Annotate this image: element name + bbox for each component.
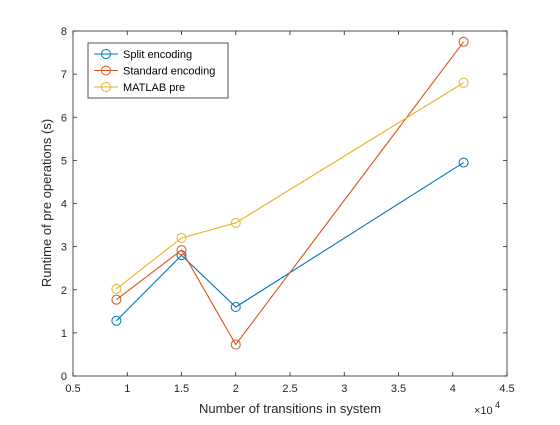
x-axis-label: Number of transitions in system: [199, 401, 381, 416]
x-tick-label: 0.5: [65, 383, 80, 395]
x-tick-label: 2: [233, 383, 239, 395]
y-axis: 0 1 2 3 4 5 6 7 8: [61, 26, 507, 383]
y-tick-label: 2: [61, 285, 67, 297]
series-line: [116, 162, 464, 322]
y-tick-label: 4: [61, 199, 67, 211]
x-axis-exponent: ×10 4: [474, 400, 500, 417]
series-layer: [111, 36, 469, 350]
data-point: [230, 217, 241, 228]
legend-label: Split encoding: [123, 49, 192, 61]
x-tick-label: 1: [124, 383, 130, 395]
legend-label: MATLAB pre: [123, 82, 185, 94]
x-exponent-base: ×10: [474, 405, 493, 417]
data-point: [458, 77, 469, 88]
x-tick-label: 4: [450, 383, 456, 395]
data-point: [458, 36, 469, 47]
x-tick-label: 1.5: [174, 383, 189, 395]
legend-marker: [101, 49, 111, 59]
data-point: [111, 283, 122, 294]
data-point: [230, 339, 241, 350]
series-line: [116, 41, 465, 346]
y-tick-label: 8: [61, 26, 67, 38]
y-tick-label: 3: [61, 242, 67, 254]
series-line: [116, 82, 464, 290]
legend-label: Standard encoding: [123, 66, 215, 78]
series-2: [111, 77, 469, 294]
data-point: [111, 294, 122, 305]
x-axis: 0.5 1 1.5 2 2.5 3 3.5 4 4.5: [65, 31, 515, 395]
x-tick-label: 3.5: [391, 383, 406, 395]
legend-item: Standard encoding: [94, 65, 215, 78]
x-tick-label: 2.5: [282, 383, 297, 395]
y-tick-label: 0: [61, 371, 67, 383]
y-tick-label: 1: [61, 328, 67, 340]
legend-marker: [101, 65, 111, 76]
series-1: [111, 36, 469, 350]
legend-marker: [101, 82, 111, 92]
x-tick-label: 3: [341, 383, 347, 395]
x-tick-label: 4.5: [499, 383, 514, 395]
data-point: [111, 315, 122, 326]
legend-item: MATLAB pre: [94, 82, 185, 94]
y-tick-label: 5: [61, 155, 67, 167]
data-point: [458, 157, 469, 168]
data-point: [230, 302, 241, 312]
x-exponent-power: 4: [495, 400, 500, 410]
y-tick-label: 7: [61, 69, 67, 81]
legend: Split encoding Standard encoding MATLAB pr…: [87, 42, 229, 99]
data-point: [176, 233, 187, 243]
legend-item: Split encoding: [94, 49, 192, 61]
y-axis-label: Runtime of pre operations (s): [39, 119, 54, 287]
data-point: [176, 245, 187, 256]
y-tick-label: 6: [61, 112, 67, 124]
